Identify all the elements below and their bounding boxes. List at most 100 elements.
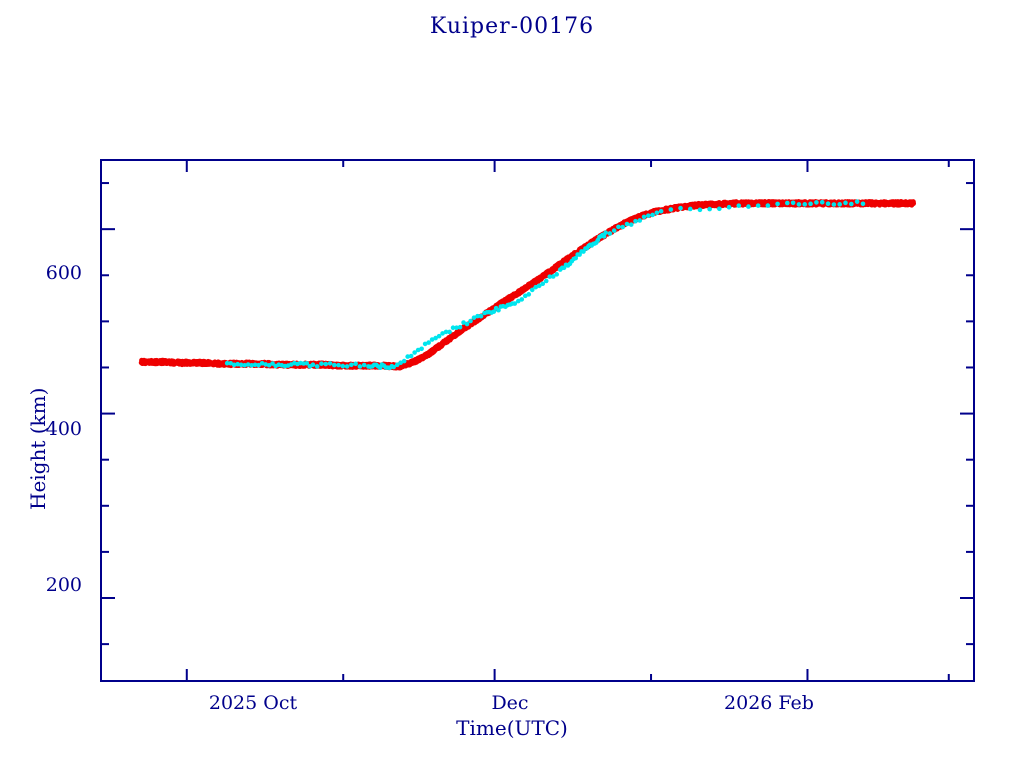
data-point (522, 293, 528, 299)
data-point (796, 202, 802, 207)
data-point (422, 341, 428, 347)
data-point (245, 362, 251, 367)
data-point (231, 362, 237, 368)
data-point (736, 203, 742, 208)
data-point (461, 320, 466, 325)
data-point (405, 354, 410, 359)
data-point (837, 202, 842, 207)
y-tick-label-200: 200 (45, 574, 82, 596)
data-point (526, 292, 532, 297)
data-point (454, 325, 459, 331)
data-point (784, 200, 790, 206)
data-point (611, 228, 617, 233)
data-point (854, 199, 860, 204)
x-tick-label-2026-feb: 2026 Feb (724, 692, 814, 714)
data-point (755, 203, 761, 208)
data-point (401, 358, 407, 364)
data-point (658, 208, 664, 214)
data-point (819, 199, 825, 205)
data-point (790, 200, 796, 206)
data-point (266, 362, 272, 368)
data-point (408, 353, 414, 359)
data-point (270, 361, 275, 366)
data-point (249, 362, 254, 368)
data-point (607, 231, 613, 236)
data-point (340, 363, 346, 369)
data-point (687, 206, 693, 212)
data-point (450, 325, 456, 331)
data-point (429, 337, 435, 342)
data-point (550, 274, 556, 279)
data-point (775, 201, 780, 207)
data-point (235, 361, 240, 367)
data-point (533, 284, 539, 290)
data-points (138, 199, 917, 371)
data-point (628, 222, 634, 227)
data-point (475, 313, 480, 319)
data-point (391, 364, 396, 370)
data-point (697, 207, 703, 213)
data-point (831, 202, 837, 207)
data-point (464, 321, 470, 327)
data-point (252, 362, 258, 368)
x-tick-label-2025-oct: 2025 Oct (208, 692, 298, 714)
data-point (398, 360, 403, 365)
data-point (860, 201, 866, 207)
data-point (319, 361, 324, 366)
data-point (496, 307, 501, 313)
data-point (547, 274, 553, 279)
data-point (654, 210, 660, 216)
data-point (256, 362, 261, 368)
data-point (668, 207, 674, 212)
data-point (242, 363, 247, 368)
data-point (519, 297, 525, 302)
data-point (394, 362, 400, 368)
plot-frame (100, 159, 975, 682)
data-point (616, 224, 621, 230)
data-point (447, 329, 452, 335)
data-point (327, 361, 333, 366)
x-axis-title: Time(UTC) (456, 716, 568, 740)
data-point (573, 255, 579, 261)
data-point (529, 287, 535, 293)
data-point (646, 213, 651, 218)
data-point (641, 214, 647, 220)
data-point (457, 324, 463, 330)
data-point (540, 281, 546, 287)
data-point (304, 360, 310, 366)
data-point (336, 362, 341, 368)
data-point (412, 350, 417, 355)
data-point (633, 218, 638, 224)
axis-ticks (101, 160, 974, 681)
data-point (323, 361, 329, 367)
data-point (512, 301, 518, 306)
data-point (259, 361, 265, 366)
data-point (443, 329, 449, 335)
data-point (238, 362, 244, 368)
data-point (849, 201, 854, 207)
data-point (843, 200, 848, 206)
data-point (344, 364, 350, 369)
data-point (554, 272, 560, 277)
data-point (910, 200, 917, 207)
data-point (637, 218, 643, 223)
data-point (746, 204, 751, 209)
data-point (415, 347, 421, 353)
x-tick-label-dec: Dec (491, 692, 529, 714)
data-point (228, 360, 233, 366)
data-point (224, 360, 230, 366)
data-point (436, 333, 442, 339)
data-point (471, 315, 477, 320)
data-point (603, 230, 608, 235)
data-point (802, 202, 808, 207)
data-point (601, 234, 607, 239)
data-point (314, 364, 320, 369)
data-point (491, 309, 497, 314)
data-point (440, 331, 445, 336)
y-tick-label-600: 600 (45, 262, 82, 284)
data-point (357, 364, 363, 369)
data-point (650, 212, 655, 218)
data-point (419, 346, 424, 352)
data-point (310, 362, 316, 368)
